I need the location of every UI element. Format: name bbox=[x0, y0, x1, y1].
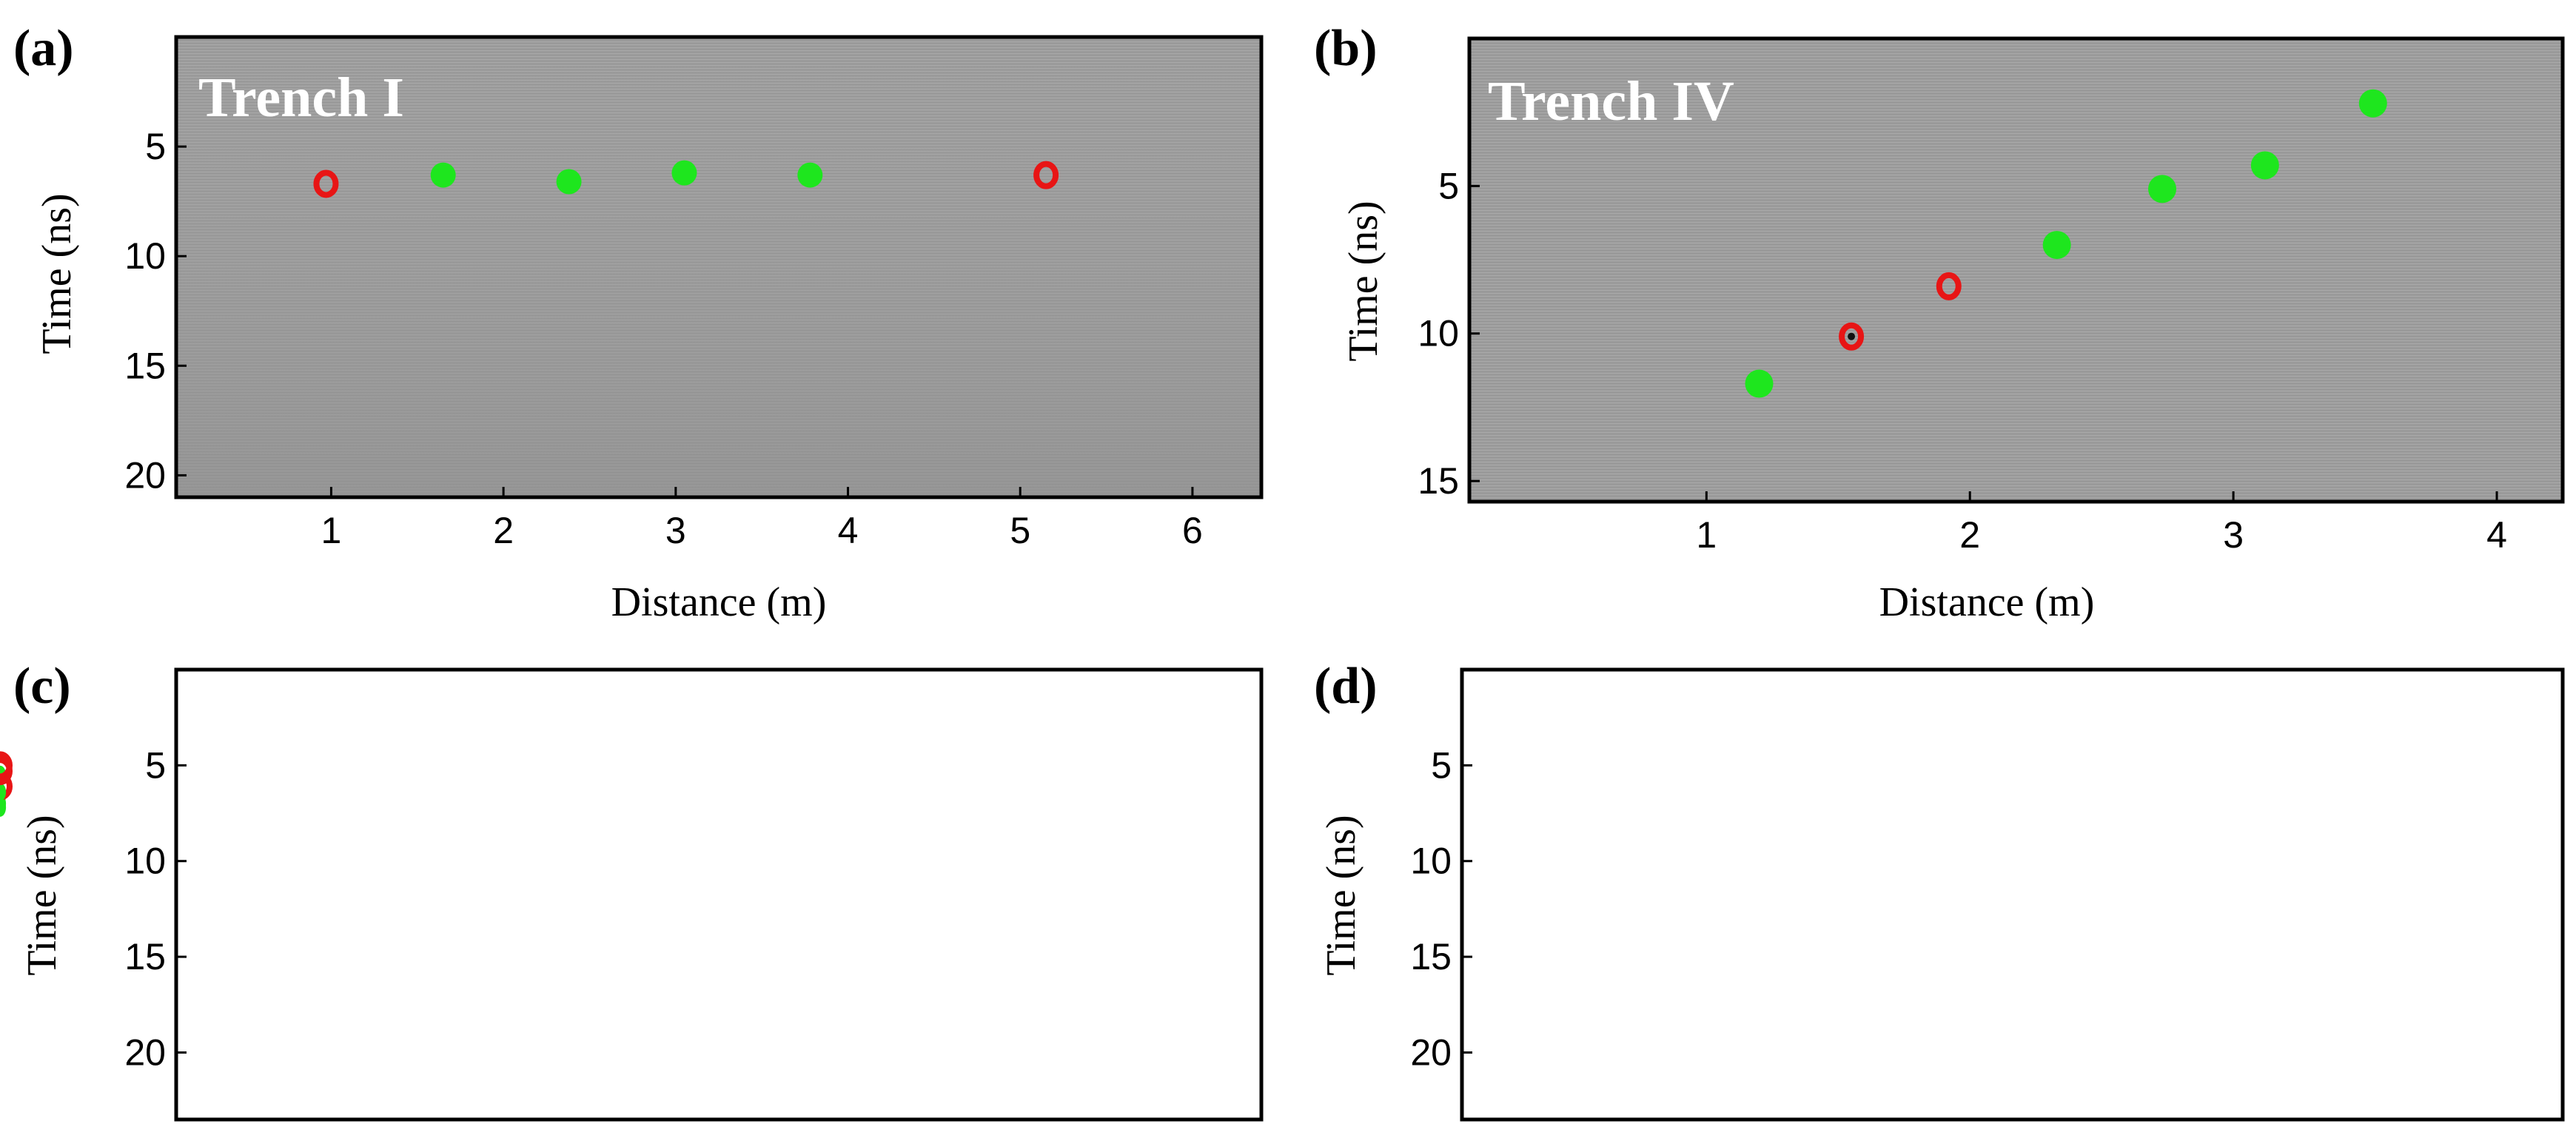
panel-d-strip-1: 60° bbox=[0, 687, 1822, 784]
red-ring-marker bbox=[1033, 161, 1059, 189]
plot-frame-d bbox=[1460, 667, 2565, 1122]
axis-b-xtick-label: 4 bbox=[2486, 514, 2507, 556]
angle-label: 30° bbox=[1036, 687, 1104, 741]
panel-c-strip-2: 45° bbox=[0, 687, 817, 806]
angle-label: 30° bbox=[2310, 687, 2378, 741]
plot-frame-b bbox=[1467, 36, 2565, 504]
red-ring-marker bbox=[0, 772, 13, 801]
panel-d: (d) 90° 60° 45° 30° 5 10 15 20 Time (ns) bbox=[0, 658, 2565, 1122]
panel-d-ytick-label: 5 bbox=[1431, 744, 1452, 786]
plot-frame-c bbox=[174, 667, 1264, 1122]
markers-b bbox=[1745, 89, 2387, 398]
panel-d-strip-0: 90° bbox=[0, 687, 1546, 802]
angle-label: 90° bbox=[1478, 687, 1546, 741]
panel-d-ytick-label: 10 bbox=[1410, 841, 1452, 882]
x-axis-title-b: Distance (m) bbox=[1879, 579, 2095, 625]
panel-label-d: (d) bbox=[1314, 658, 1378, 715]
y-axis-title-d: Time (ns) bbox=[1318, 815, 1364, 975]
panel-c-strip-3: 30° bbox=[0, 687, 1104, 801]
panel-label-a: (a) bbox=[13, 20, 74, 77]
axis-a-ytick-label: 20 bbox=[124, 454, 166, 496]
axis-a-xtick-label: 2 bbox=[493, 510, 514, 551]
axis-b-xtick-label: 3 bbox=[2223, 514, 2244, 556]
axis-ticks-c: 5 10 15 20 bbox=[124, 744, 187, 1073]
red-ring-marker bbox=[1839, 322, 1865, 351]
panel-c-background bbox=[176, 670, 1261, 1120]
trench-title-b: Trench IV bbox=[1488, 70, 1734, 132]
green-marker bbox=[797, 162, 823, 188]
red-ring-marker bbox=[1936, 272, 1962, 300]
axis-a-xtick-label: 3 bbox=[665, 510, 686, 551]
axis-a-xtick-label: 6 bbox=[1182, 510, 1203, 551]
panel-d-ytick-label: 15 bbox=[1410, 936, 1452, 977]
panel-c-ytick-label: 15 bbox=[124, 936, 166, 977]
radargram-b bbox=[1469, 38, 2563, 502]
y-axis-title-a: Time (ns) bbox=[34, 193, 80, 354]
green-marker bbox=[0, 782, 7, 802]
red-ring-center bbox=[1848, 332, 1856, 340]
red-ring-marker bbox=[313, 169, 339, 198]
axis-b-ytick-label: 15 bbox=[1418, 460, 1459, 502]
angle-label: 45° bbox=[749, 687, 817, 741]
y-axis-title-c: Time (ns) bbox=[19, 815, 65, 975]
panel-c-strip-0: 90° bbox=[0, 687, 261, 813]
axis-a-ytick-label: 5 bbox=[145, 126, 166, 167]
axis-a-xtick-label: 4 bbox=[838, 510, 859, 551]
panel-c-ytick-label: 20 bbox=[124, 1031, 166, 1073]
panel-c: (c) 90° 60° 45° 30° 5 10 15 20 Time (ns) bbox=[0, 658, 1264, 1122]
panel-label-b: (b) bbox=[1314, 20, 1378, 77]
green-marker bbox=[2042, 231, 2071, 260]
panel-d-ytick-label: 20 bbox=[1410, 1031, 1452, 1073]
panel-c-ytick-label: 10 bbox=[124, 841, 166, 882]
axis-ticks-d: 5 10 15 20 bbox=[1410, 744, 1472, 1073]
axis-ticks-a: 1 2 3 4 5 6 5 10 15 20 bbox=[124, 126, 1202, 551]
axis-b-xtick-label: 1 bbox=[1696, 514, 1717, 556]
green-marker bbox=[556, 169, 582, 195]
radargram-a bbox=[176, 37, 1261, 497]
green-marker bbox=[430, 162, 456, 188]
angle-label: 60° bbox=[1754, 687, 1822, 741]
green-marker bbox=[671, 160, 697, 186]
green-marker bbox=[2358, 89, 2387, 118]
red-ring-marker bbox=[0, 757, 13, 786]
panel-label-c: (c) bbox=[13, 658, 71, 715]
angle-strips-c: 90° 60° 45° 30° bbox=[0, 670, 1261, 1120]
green-marker bbox=[2148, 175, 2177, 203]
panel-c-strip-1: 60° bbox=[0, 687, 534, 817]
angle-label: 90° bbox=[192, 687, 261, 741]
green-marker bbox=[2250, 151, 2279, 180]
axis-b-ytick-label: 5 bbox=[1438, 165, 1459, 206]
markers-a bbox=[313, 160, 1059, 198]
x-axis-title-a: Distance (m) bbox=[611, 579, 827, 625]
trench-title-a: Trench I bbox=[198, 67, 404, 129]
y-axis-title-b: Time (ns) bbox=[1341, 201, 1386, 361]
panel-d-background bbox=[1462, 670, 2563, 1120]
axis-b-ytick-label: 10 bbox=[1418, 313, 1459, 354]
axis-b-xtick-label: 2 bbox=[1959, 514, 1980, 556]
green-marker bbox=[1745, 369, 1774, 398]
axis-ticks-b: 1 2 3 4 5 10 15 bbox=[1418, 165, 2507, 556]
panel-c-ytick-label: 5 bbox=[145, 744, 166, 786]
plot-frame-a bbox=[174, 35, 1264, 499]
axis-a-ytick-label: 10 bbox=[124, 235, 166, 277]
panel-b: (b) Trench IV 1 2 3 4 5 10 15 Distance (m) Tim… bbox=[1314, 20, 2565, 625]
angle-label: 45° bbox=[2033, 687, 2102, 741]
axis-a-ytick-label: 15 bbox=[124, 345, 166, 386]
angle-strips-d: 90° 60° 45° 30° bbox=[0, 670, 2563, 1120]
axis-a-xtick-label: 5 bbox=[1010, 510, 1030, 551]
axis-a-xtick-label: 1 bbox=[321, 510, 342, 551]
panel-d-strip-3: 30° bbox=[0, 687, 2378, 786]
angle-label: 60° bbox=[466, 687, 534, 741]
